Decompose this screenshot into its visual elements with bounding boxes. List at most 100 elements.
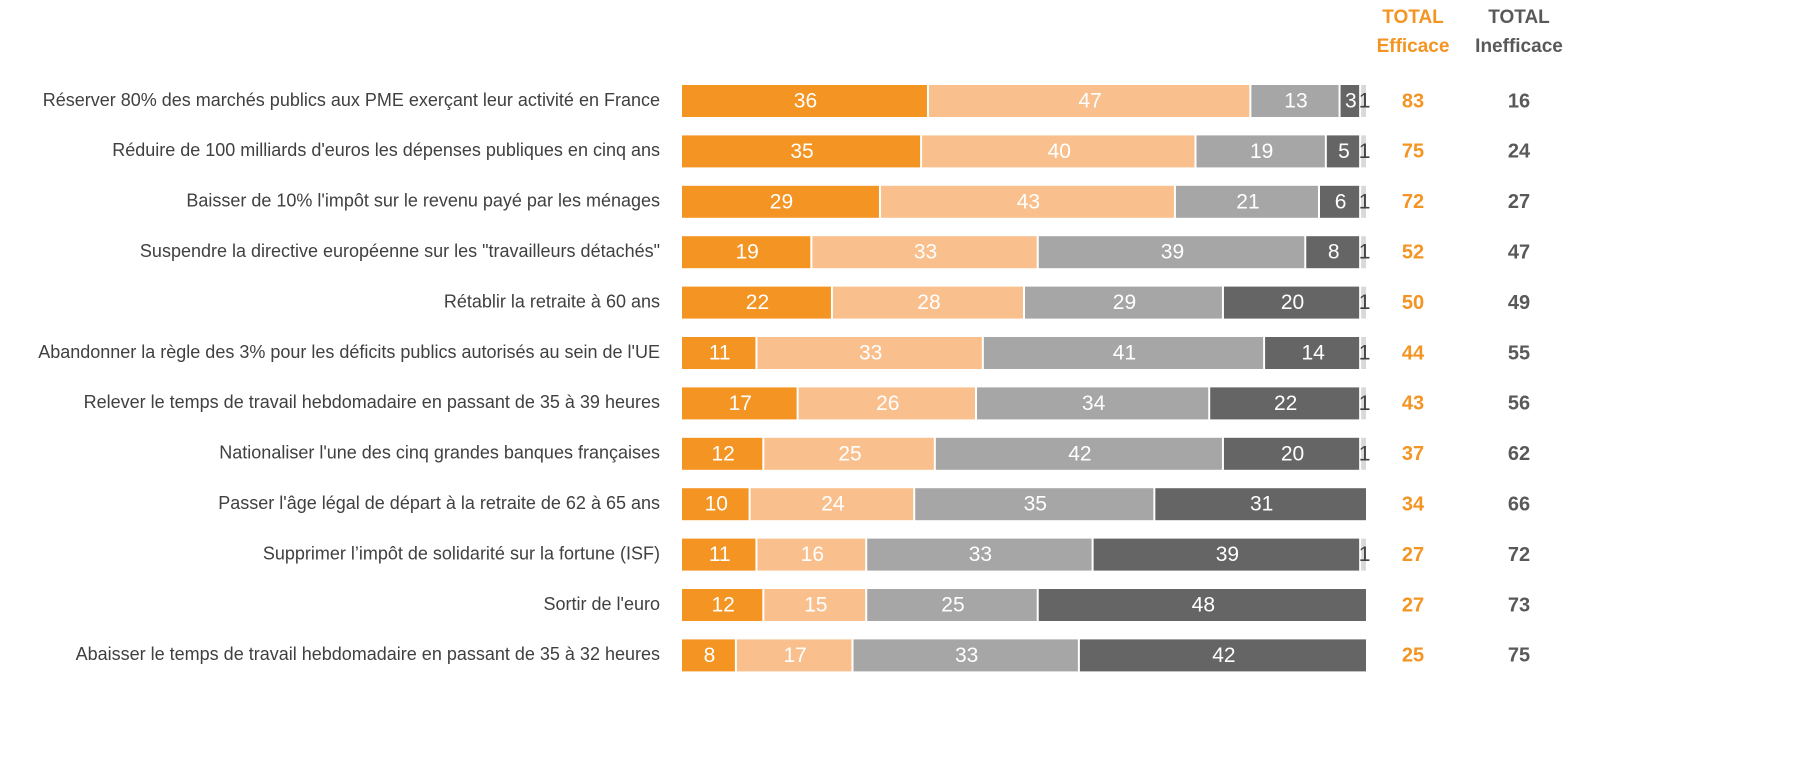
bar-segment <box>812 236 1037 269</box>
bar-segment <box>983 337 1264 369</box>
total-value: 62 <box>1508 443 1530 465</box>
segment-label: 5 <box>1338 140 1350 163</box>
total-value: 83 <box>1402 90 1424 112</box>
bar-segment <box>1326 135 1360 168</box>
bar-segment <box>1175 185 1318 218</box>
segment-label: 47 <box>1078 90 1101 113</box>
segment-label: 42 <box>1212 644 1235 667</box>
bar-segment <box>750 488 914 521</box>
segment-label: 11 <box>709 342 731 365</box>
bar-segment <box>1361 286 1366 319</box>
total-value: 34 <box>1402 493 1425 515</box>
bar-segment <box>1223 437 1360 470</box>
segment-label: 12 <box>711 442 734 465</box>
bar-segment <box>1340 85 1360 117</box>
segment-label: 14 <box>1301 342 1325 365</box>
bar-segment <box>1361 236 1366 269</box>
category-label: Baisser de 10% l'impôt sur le revenu pay… <box>186 191 660 211</box>
segment-label: 31 <box>1250 493 1273 516</box>
segment-label: 43 <box>1017 190 1040 213</box>
segment-label: 33 <box>914 241 937 264</box>
segment-label: 28 <box>917 291 940 314</box>
segment-label: 33 <box>859 342 882 365</box>
total-value: 73 <box>1508 594 1530 616</box>
bar-segment <box>1361 387 1366 420</box>
bar-segment <box>682 85 927 117</box>
bar-segment <box>1319 185 1360 218</box>
category-label: Réserver 80% des marchés publics aux PME… <box>43 90 660 110</box>
segment-label: 17 <box>784 644 807 667</box>
bar-segment <box>1306 236 1360 269</box>
total-value: 75 <box>1402 141 1424 163</box>
segment-label: 1 <box>1359 241 1371 264</box>
segment-label: 16 <box>801 543 824 566</box>
total-value: 37 <box>1402 443 1424 465</box>
category-label: Rétablir la retraite à 60 ans <box>444 291 660 311</box>
bar-segment <box>1093 538 1360 571</box>
bar-segment <box>736 639 852 672</box>
bar-segment <box>682 538 756 571</box>
category-label: Passer l'âge légal de départ à la retrai… <box>218 493 660 513</box>
bar-segment <box>682 589 763 621</box>
segment-label: 1 <box>1359 90 1371 113</box>
bar-segment <box>1361 337 1366 369</box>
segment-label: 36 <box>794 90 817 113</box>
segment-label: 29 <box>1113 291 1136 314</box>
segment-label: 3 <box>1345 90 1357 113</box>
total-value: 16 <box>1508 90 1530 112</box>
category-label: Nationaliser l'une des cinq grandes banq… <box>219 443 660 463</box>
total-value: 27 <box>1402 544 1424 566</box>
segment-label: 1 <box>1359 442 1371 465</box>
segment-label: 20 <box>1281 291 1304 314</box>
total-value: 44 <box>1402 342 1425 364</box>
bar-segment <box>1196 135 1325 168</box>
segment-label: 1 <box>1359 342 1371 365</box>
segment-label: 33 <box>969 543 992 566</box>
bar-segment <box>1155 488 1366 521</box>
bar-segment <box>764 437 934 470</box>
total-value: 47 <box>1508 241 1530 263</box>
bar-segment <box>922 135 1195 168</box>
bar-segment <box>757 538 866 571</box>
total-value: 25 <box>1402 645 1424 667</box>
segment-label: 22 <box>1274 392 1297 415</box>
bar-segment <box>867 538 1092 571</box>
bar-segment <box>798 387 975 420</box>
segment-label: 8 <box>1328 241 1340 264</box>
bar-segment <box>1361 85 1366 117</box>
category-label: Abaisser le temps de travail hebdomadair… <box>76 644 660 664</box>
segment-label: 11 <box>709 543 731 566</box>
bar-segment <box>682 488 749 521</box>
segment-label: 1 <box>1359 392 1371 415</box>
total-value: 52 <box>1402 241 1424 263</box>
segment-label: 25 <box>838 442 861 465</box>
bar-segment <box>1223 286 1360 319</box>
category-label: Abandonner la règle des 3% pour les défi… <box>38 342 660 362</box>
segment-label: 22 <box>746 291 769 314</box>
segment-label: 35 <box>1024 493 1047 516</box>
total-value: 56 <box>1508 393 1530 415</box>
segment-label: 1 <box>1359 190 1371 213</box>
segment-label: 10 <box>705 493 728 516</box>
category-label: Suspendre la directive européenne sur le… <box>140 241 660 261</box>
segment-label: 34 <box>1082 392 1106 415</box>
bar-segment <box>935 437 1222 470</box>
total-value: 66 <box>1508 493 1530 515</box>
bar-segment <box>764 589 866 621</box>
bar-segment <box>682 387 797 420</box>
bar-segment <box>682 135 921 168</box>
total-value: 43 <box>1402 393 1424 415</box>
segment-label: 20 <box>1281 442 1304 465</box>
segment-label: 26 <box>876 392 899 415</box>
bar-segment <box>682 437 763 470</box>
bar-segment <box>682 639 735 672</box>
segment-label: 6 <box>1335 190 1347 213</box>
total-value: 27 <box>1508 191 1530 213</box>
total-value: 27 <box>1402 594 1424 616</box>
bar-segment <box>682 337 756 369</box>
category-label: Réduire de 100 milliards d'euros les dép… <box>112 140 660 160</box>
total-value: 55 <box>1508 342 1530 364</box>
bar-segment <box>682 185 879 218</box>
bar-segment <box>1038 589 1366 621</box>
